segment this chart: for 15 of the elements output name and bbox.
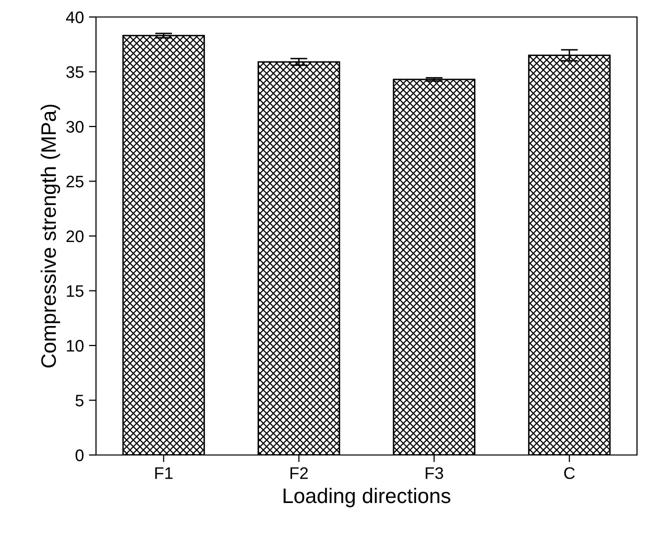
y-tick-label: 30 bbox=[66, 120, 84, 133]
x-axis-title: Loading directions bbox=[284, 488, 450, 508]
y-axis-title: Compressive strength (MPa) bbox=[40, 104, 60, 368]
y-tick-label: 15 bbox=[66, 285, 84, 297]
x-tick-label: F1 bbox=[155, 467, 173, 479]
x-tick-label: F3 bbox=[426, 467, 444, 480]
y-tick-label: 25 bbox=[66, 176, 84, 188]
y-tick-label: 5 bbox=[76, 394, 84, 406]
y-tick-label: 20 bbox=[66, 230, 84, 242]
x-tick-label: C bbox=[564, 467, 575, 480]
y-tick-label: 35 bbox=[66, 66, 84, 78]
y-tick-label: 10 bbox=[66, 340, 84, 352]
y-tick-label: 0 bbox=[76, 449, 84, 462]
x-tick-label: F2 bbox=[290, 467, 308, 479]
y-tick-label: 40 bbox=[66, 11, 84, 24]
